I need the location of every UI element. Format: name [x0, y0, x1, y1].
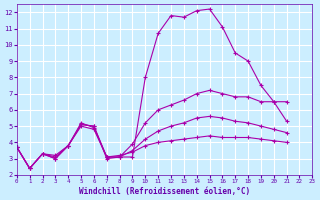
X-axis label: Windchill (Refroidissement éolien,°C): Windchill (Refroidissement éolien,°C) — [79, 187, 250, 196]
